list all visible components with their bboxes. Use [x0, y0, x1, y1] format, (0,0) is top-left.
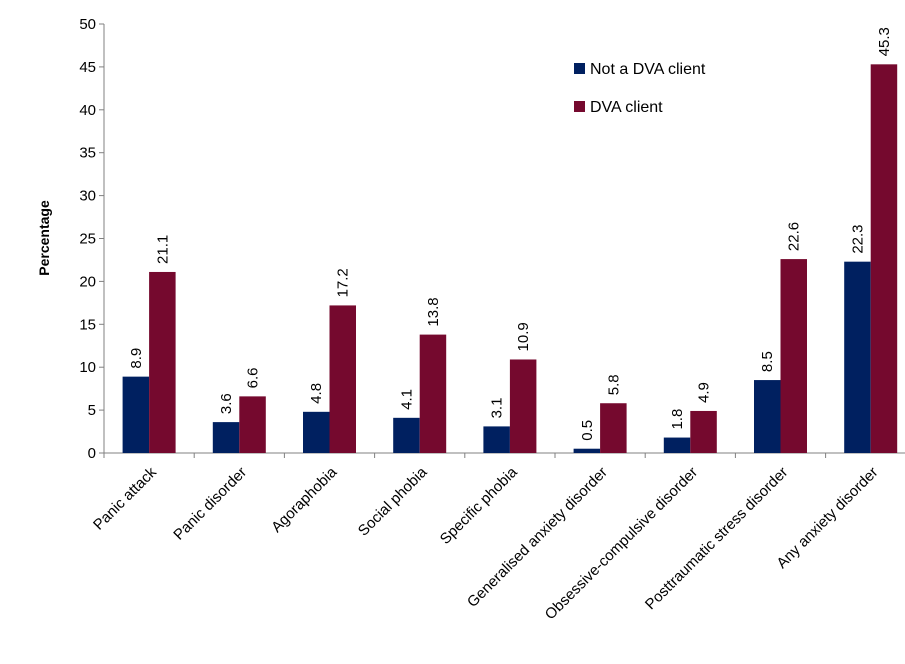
bar-not-dva: [483, 426, 510, 453]
category-label: Social phobia: [355, 463, 431, 539]
legend-swatch: [574, 101, 585, 112]
y-tick-label: 20: [79, 273, 96, 290]
bar-not-dva: [393, 417, 420, 453]
data-label: 6.6: [245, 368, 262, 389]
bar-dva: [870, 64, 898, 454]
y-tick-label: 5: [88, 402, 96, 419]
data-label: 3.6: [218, 393, 235, 414]
y-tick-label: 15: [79, 316, 96, 333]
data-label: 8.9: [128, 348, 145, 369]
y-tick-label: 25: [79, 231, 96, 248]
bar-not-dva: [212, 422, 240, 453]
data-label: 0.5: [579, 420, 596, 441]
bar-dva: [600, 403, 627, 453]
category-labels: Panic attack Panic disorder Agoraphobia Soc…: [90, 463, 881, 623]
bar-dva: [690, 410, 717, 453]
data-label: 22.6: [786, 222, 803, 251]
legend-label: DVA client: [590, 99, 663, 116]
y-tick-label: 40: [79, 102, 96, 119]
bar-dva: [509, 359, 537, 453]
data-label: 4.8: [308, 383, 325, 404]
y-tick-label: 30: [79, 188, 96, 205]
category-label: Any anxiety disorder: [773, 464, 881, 572]
legend-label: Not a DVA client: [590, 61, 706, 78]
data-label: 3.1: [489, 398, 506, 419]
bar-not-dva: [303, 411, 330, 453]
category-label: Obsessive-compulsive disorder: [542, 464, 701, 623]
bar-not-dva: [844, 261, 871, 453]
data-label: 17.2: [335, 268, 352, 297]
y-tick-label: 45: [79, 59, 96, 76]
bar-dva: [419, 334, 447, 453]
data-label: 1.8: [669, 409, 686, 430]
data-label: 45.3: [876, 27, 893, 56]
legend: Not a DVA client DVA client: [574, 61, 706, 116]
data-labels: 8.9 3.6 4.8 4.1 3.1 0.5 1.8 8.5 22.3 21.1 6.6 17.2 1…: [128, 27, 893, 441]
bar-not-dva: [663, 437, 691, 453]
data-label: 22.3: [849, 224, 866, 253]
data-label: 10.9: [515, 322, 532, 351]
data-label: 21.1: [154, 235, 171, 264]
bar-not-dva: [122, 376, 150, 453]
bar-dva: [239, 396, 266, 453]
bars: [122, 64, 898, 454]
data-label: 4.9: [696, 382, 713, 403]
category-label: Specific phobia: [437, 463, 521, 547]
y-tick-label: 35: [79, 145, 96, 162]
data-label: 8.5: [759, 351, 776, 372]
category-label: Panic disorder: [170, 464, 250, 544]
y-axis: 0 5 10 15 20 25 30 35 40 45 50: [79, 16, 105, 462]
legend-swatch: [574, 63, 585, 74]
category-label: Posttraumatic stress disorder: [642, 464, 791, 613]
y-tick-label: 50: [79, 16, 96, 33]
bar-not-dva: [573, 448, 601, 453]
category-label: Panic attack: [90, 463, 160, 533]
bar-dva: [329, 305, 356, 453]
bar-not-dva: [754, 380, 781, 453]
bar-dva: [149, 271, 176, 453]
y-tick-label: 10: [79, 359, 96, 376]
category-label: Agoraphobia: [268, 463, 341, 536]
y-tick-label: 0: [88, 445, 96, 462]
y-axis-label: Percentage: [36, 200, 52, 276]
data-label: 4.1: [398, 389, 415, 410]
x-axis: [103, 452, 905, 458]
data-label: 5.8: [605, 374, 622, 395]
data-label: 13.8: [425, 297, 442, 326]
bar-dva: [780, 259, 807, 453]
